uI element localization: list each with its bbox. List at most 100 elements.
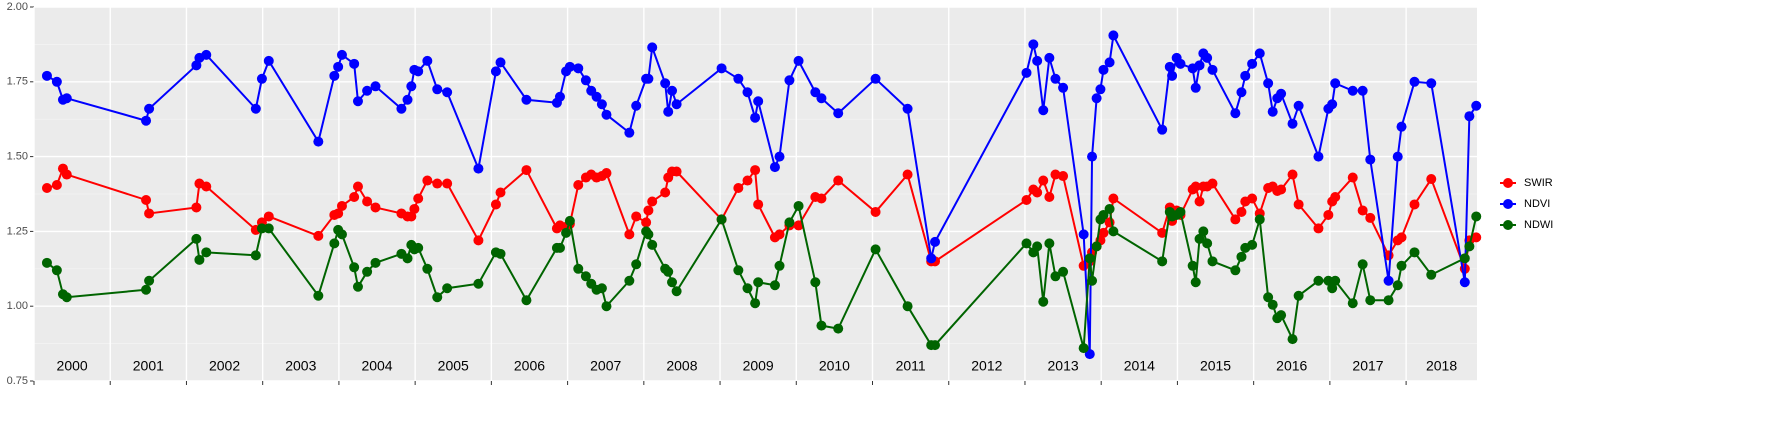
point bbox=[333, 61, 344, 72]
point bbox=[1347, 298, 1358, 309]
point bbox=[396, 103, 407, 114]
point bbox=[51, 265, 62, 276]
point bbox=[349, 262, 360, 273]
point bbox=[1058, 82, 1069, 93]
point bbox=[1108, 226, 1119, 237]
point bbox=[1365, 212, 1376, 223]
point bbox=[742, 175, 753, 186]
year-label: 2010 bbox=[819, 358, 850, 374]
point bbox=[624, 229, 635, 240]
legend-label: NDVI bbox=[1524, 198, 1550, 210]
year-label: 2013 bbox=[1048, 358, 1079, 374]
point bbox=[596, 283, 607, 294]
y-tick-label: 1.50 bbox=[7, 151, 28, 163]
point bbox=[1287, 334, 1298, 345]
point bbox=[624, 275, 635, 286]
point bbox=[141, 115, 152, 126]
point bbox=[250, 250, 261, 261]
point bbox=[495, 187, 506, 198]
point bbox=[370, 81, 381, 92]
point bbox=[1383, 275, 1394, 286]
point bbox=[793, 55, 804, 66]
point bbox=[1032, 241, 1043, 252]
point bbox=[1323, 275, 1334, 286]
point bbox=[1459, 253, 1470, 264]
point bbox=[816, 320, 827, 331]
legend-label: NDWI bbox=[1524, 219, 1553, 231]
y-tick-label: 1.75 bbox=[7, 76, 28, 88]
y-tick-label: 1.25 bbox=[7, 225, 28, 237]
point bbox=[902, 169, 913, 180]
point bbox=[1087, 275, 1098, 286]
point bbox=[473, 278, 484, 289]
point bbox=[1287, 118, 1298, 129]
point bbox=[1190, 277, 1201, 288]
point bbox=[1032, 187, 1043, 198]
point bbox=[1098, 209, 1109, 220]
point bbox=[1038, 105, 1049, 116]
point bbox=[647, 42, 658, 53]
point bbox=[1230, 214, 1241, 225]
point bbox=[1287, 169, 1298, 180]
point bbox=[564, 61, 575, 72]
point bbox=[1157, 124, 1168, 135]
point bbox=[1084, 253, 1095, 264]
point bbox=[753, 199, 764, 210]
point bbox=[41, 183, 52, 194]
point bbox=[930, 340, 941, 351]
point bbox=[1104, 57, 1115, 68]
point bbox=[201, 181, 212, 192]
point bbox=[1095, 84, 1106, 95]
point bbox=[641, 217, 652, 228]
point bbox=[1365, 295, 1376, 306]
point bbox=[1091, 241, 1102, 252]
point bbox=[643, 73, 654, 84]
point bbox=[573, 263, 584, 274]
point bbox=[1038, 175, 1049, 186]
point bbox=[753, 96, 764, 107]
point bbox=[61, 292, 72, 303]
point bbox=[256, 73, 267, 84]
point bbox=[667, 277, 678, 288]
point bbox=[352, 96, 363, 107]
point bbox=[733, 183, 744, 194]
year-label: 2000 bbox=[57, 358, 88, 374]
point bbox=[1187, 260, 1198, 271]
point bbox=[495, 248, 506, 259]
point bbox=[663, 266, 674, 277]
point bbox=[1058, 171, 1069, 182]
point bbox=[250, 103, 261, 114]
point bbox=[141, 194, 152, 205]
point bbox=[263, 211, 274, 222]
point bbox=[1247, 58, 1258, 69]
point bbox=[1383, 295, 1394, 306]
point bbox=[1207, 256, 1218, 267]
point bbox=[564, 215, 575, 226]
point bbox=[870, 244, 881, 255]
point bbox=[1254, 48, 1265, 59]
point bbox=[1464, 241, 1475, 252]
point bbox=[753, 277, 764, 288]
y-tick-label: 0.75 bbox=[7, 375, 28, 387]
point bbox=[647, 239, 658, 250]
point bbox=[1426, 78, 1437, 89]
point bbox=[362, 196, 373, 207]
point bbox=[1392, 280, 1403, 291]
point bbox=[41, 257, 52, 268]
point bbox=[1365, 154, 1376, 165]
year-label: 2008 bbox=[666, 358, 697, 374]
year-label: 2005 bbox=[438, 358, 469, 374]
point bbox=[1323, 209, 1334, 220]
point bbox=[490, 199, 501, 210]
point bbox=[1357, 85, 1368, 96]
point bbox=[442, 283, 453, 294]
point bbox=[263, 55, 274, 66]
point bbox=[1078, 343, 1089, 354]
point bbox=[1207, 64, 1218, 75]
point bbox=[1347, 172, 1358, 183]
point bbox=[902, 103, 913, 114]
point bbox=[313, 290, 324, 301]
year-label: 2012 bbox=[971, 358, 1002, 374]
point bbox=[201, 49, 212, 60]
point bbox=[1327, 283, 1338, 294]
